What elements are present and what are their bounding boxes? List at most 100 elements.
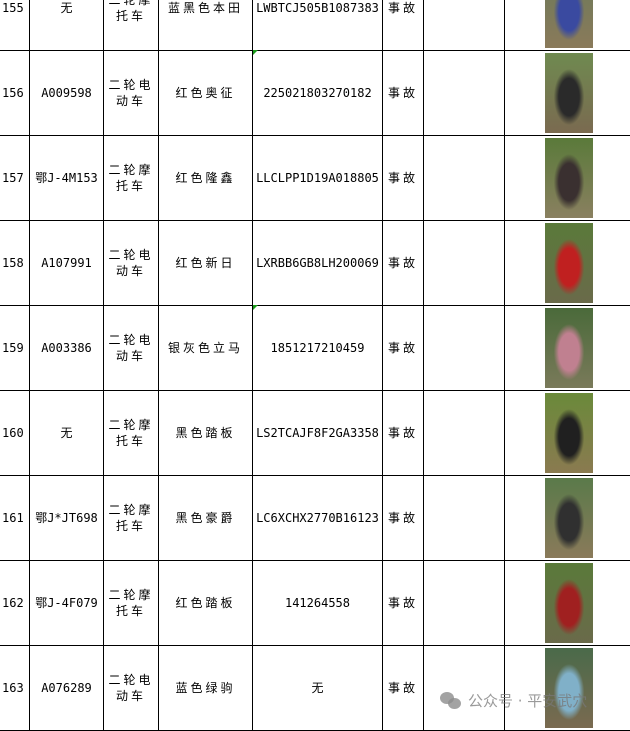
- vehicle-type: 二轮电动车: [104, 220, 159, 305]
- vin-number-text: 1851217210459: [270, 340, 365, 355]
- reason: 事故: [383, 475, 424, 560]
- row-number: 161: [0, 475, 30, 560]
- plate-number-text: 无: [60, 425, 73, 440]
- vin-number: LLCLPP1D19A018805: [253, 135, 383, 220]
- vehicle-type: 二轮电动车: [104, 50, 159, 135]
- empty-cell: [424, 390, 505, 475]
- watermark-text: 公众号 · 平安武穴: [468, 692, 588, 710]
- empty-cell: [424, 0, 505, 50]
- vin-number-text: LLCLPP1D19A018805: [256, 170, 379, 185]
- vin-number: LC6XCHX2770B16123: [253, 475, 383, 560]
- row-number: 156: [0, 50, 30, 135]
- plate-number: 鄂J*JT698: [30, 475, 104, 560]
- vin-number: LS2TCAJF8F2GA3358: [253, 390, 383, 475]
- reason: 事故: [383, 390, 424, 475]
- reason-text: 事故: [387, 680, 418, 695]
- vehicle-type: 二轮摩托车: [104, 390, 159, 475]
- row-number-text: 163: [2, 680, 24, 695]
- plate-number-text: A107991: [41, 255, 92, 270]
- reason-text: 事故: [387, 255, 418, 270]
- color-brand-text: 红色隆鑫: [175, 170, 236, 185]
- empty-cell: [424, 475, 505, 560]
- reason-text: 事故: [387, 595, 418, 610]
- color-brand: 红色奥征: [159, 50, 253, 135]
- reason: 事故: [383, 135, 424, 220]
- vehicle-type: 二轮摩托车: [104, 475, 159, 560]
- plate-number-text: 鄂J-4M153: [35, 170, 98, 185]
- vin-number: 1851217210459: [253, 305, 383, 390]
- color-brand-text: 蓝黑色本田: [167, 0, 243, 15]
- empty-cell: [424, 135, 505, 220]
- vehicle-type-text: 二轮电动车: [108, 247, 154, 278]
- vehicle-type-text: 二轮电动车: [108, 77, 154, 108]
- table-row: 155 无 二轮摩托车 蓝黑色本田 LWBTCJ505B1087383 事故: [0, 0, 630, 51]
- vehicle-type-text: 二轮摩托车: [108, 587, 154, 618]
- color-brand-text: 银灰色立马: [167, 340, 243, 355]
- vin-number: LWBTCJ505B1087383: [253, 0, 383, 50]
- row-number-text: 157: [2, 170, 24, 185]
- vehicle-photo: [545, 648, 593, 728]
- vin-number: LXRBB6GB8LH200069: [253, 220, 383, 305]
- row-number: 157: [0, 135, 30, 220]
- color-brand-text: 蓝色绿驹: [175, 680, 236, 695]
- color-brand-text: 红色踏板: [175, 595, 236, 610]
- plate-number: A003386: [30, 305, 104, 390]
- vin-number-text: 141264558: [284, 595, 351, 610]
- plate-number: A107991: [30, 220, 104, 305]
- vin-number-text: LC6XCHX2770B16123: [256, 510, 379, 525]
- reason: 事故: [383, 0, 424, 50]
- plate-number-text: 无: [60, 0, 73, 15]
- vin-number-text: 225021803270182: [263, 85, 372, 100]
- plate-number: 无: [30, 0, 104, 50]
- color-brand: 蓝色绿驹: [159, 645, 253, 730]
- vehicle-type-text: 二轮摩托车: [108, 162, 154, 193]
- color-brand: 黑色踏板: [159, 390, 253, 475]
- empty-cell: [424, 560, 505, 645]
- color-brand: 红色踏板: [159, 560, 253, 645]
- row-number-text: 161: [2, 510, 24, 525]
- plate-number-text: A076289: [41, 680, 92, 695]
- plate-number: A009598: [30, 50, 104, 135]
- vehicle-type: 二轮摩托车: [104, 135, 159, 220]
- vehicle-photo: [545, 563, 593, 643]
- table-row: 158 A107991 二轮电动车 红色新日 LXRBB6GB8LH200069 事故: [0, 220, 630, 306]
- reason: 事故: [383, 645, 424, 730]
- row-number-text: 155: [2, 0, 24, 15]
- comment-indicator: [253, 305, 258, 310]
- row-number: 160: [0, 390, 30, 475]
- vehicle-type-text: 二轮摩托车: [108, 0, 150, 23]
- empty-cell: [424, 305, 505, 390]
- plate-number: 鄂J-4F079: [30, 560, 104, 645]
- table-row: 160 无 二轮摩托车 黑色踏板 LS2TCAJF8F2GA3358 事故: [0, 390, 630, 476]
- vehicle-type-text: 二轮电动车: [108, 672, 154, 703]
- vehicle-photo: [545, 308, 593, 388]
- plate-number: A076289: [30, 645, 104, 730]
- watermark: 公众号 · 平安武穴: [440, 690, 587, 711]
- reason: 事故: [383, 560, 424, 645]
- vehicle-type: 二轮摩托车: [104, 0, 159, 50]
- row-number: 158: [0, 220, 30, 305]
- reason-text: 事故: [387, 0, 418, 15]
- plate-number: 无: [30, 390, 104, 475]
- vin-number-text: LS2TCAJF8F2GA3358: [256, 425, 379, 440]
- plate-number-text: 鄂J-4F079: [35, 595, 98, 610]
- vehicle-photo: [545, 478, 593, 558]
- table-row: 159 A003386 二轮电动车 银灰色立马 1851217210459 事故: [0, 305, 630, 391]
- table-row: 161 鄂J*JT698 二轮摩托车 黑色豪爵 LC6XCHX2770B16123 事故: [0, 475, 630, 561]
- reason-text: 事故: [387, 85, 418, 100]
- row-number: 163: [0, 645, 30, 730]
- row-number-text: 156: [2, 85, 24, 100]
- table-row: 157 鄂J-4M153 二轮摩托车 红色隆鑫 LLCLPP1D19A018805 事故: [0, 135, 630, 221]
- plate-number-text: A003386: [41, 340, 92, 355]
- color-brand: 红色新日: [159, 220, 253, 305]
- empty-cell: [424, 645, 505, 730]
- vehicle-type-text: 二轮摩托车: [108, 417, 154, 448]
- row-number-text: 160: [2, 425, 24, 440]
- vehicle-photo: [545, 53, 593, 133]
- reason-text: 事故: [387, 340, 418, 355]
- color-brand-text: 红色奥征: [175, 85, 236, 100]
- color-brand: 蓝黑色本田: [159, 0, 253, 50]
- reason-text: 事故: [387, 170, 418, 185]
- color-brand-text: 红色新日: [175, 255, 236, 270]
- color-brand-text: 黑色豪爵: [175, 510, 236, 525]
